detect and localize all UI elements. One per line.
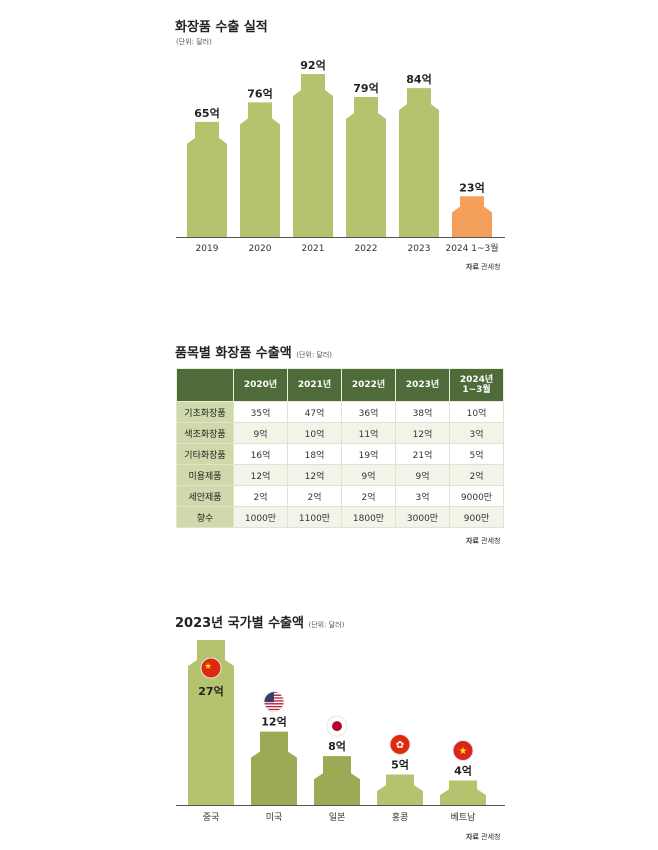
chart3-value-label: 5억 bbox=[391, 758, 409, 771]
chart3-source-label: 자료 bbox=[466, 833, 479, 841]
table-cell: 9000만 bbox=[449, 485, 504, 507]
table-cell: 900만 bbox=[449, 506, 504, 528]
chart1-tick-label: 2022 bbox=[355, 244, 378, 254]
chart1-value-label: 23억 bbox=[459, 181, 484, 194]
chart1-bar bbox=[346, 97, 386, 237]
chart1-tick-label: 2023 bbox=[408, 244, 431, 254]
table-source-text: 관세청 bbox=[481, 537, 501, 545]
svg-text:✿: ✿ bbox=[396, 740, 404, 751]
svg-text:★: ★ bbox=[204, 662, 212, 672]
chart3-title: 2023년 국가별 수출액 (단위: 달러) bbox=[175, 612, 344, 631]
table-cell: 2억 bbox=[341, 485, 396, 507]
chart1-bar bbox=[240, 102, 280, 237]
table-header-2021: 2021년 bbox=[287, 368, 342, 402]
table-header-2023: 2023년 bbox=[395, 368, 450, 402]
chart1-bar bbox=[187, 121, 227, 237]
chart3-tick-label: 미국 bbox=[266, 812, 283, 823]
chart3-source: 자료 관세청 bbox=[466, 832, 500, 842]
table-cell: 10억 bbox=[287, 422, 342, 444]
chart1-value-label: 65억 bbox=[194, 107, 219, 120]
chart1-bar bbox=[452, 196, 492, 237]
table-source-label: 자료 bbox=[466, 537, 479, 545]
chart3-value-label: 8억 bbox=[328, 740, 346, 753]
table-header-2024: 2024년 1~3월 bbox=[449, 368, 504, 402]
table-row-head: 색조화장품 bbox=[176, 422, 234, 444]
chart1-value-label: 92억 bbox=[300, 59, 325, 72]
chart3-bar bbox=[440, 780, 486, 805]
table-unit: (단위: 달러) bbox=[296, 351, 333, 359]
table-cell: 1000만 bbox=[233, 506, 288, 528]
chart3-tick-label: 홍콩 bbox=[392, 811, 409, 823]
table-title: 품목별 화장품 수출액 (단위: 달러) bbox=[175, 342, 332, 361]
chart1-tick-label: 2019 bbox=[196, 244, 219, 254]
table-cell: 35억 bbox=[233, 401, 288, 423]
chart3-bar bbox=[188, 640, 234, 805]
table-row-head: 기초화장품 bbox=[176, 401, 234, 423]
chart3-unit: (단위: 달러) bbox=[308, 621, 345, 629]
table-corner-cell bbox=[176, 368, 234, 402]
japan-flag-icon bbox=[326, 715, 348, 737]
export-performance-section: 화장품 수출 실적 (단위: 달러) 65억 2019 76억 2020 92억 2021… bbox=[0, 0, 658, 290]
chart3-value-label: 4억 bbox=[454, 765, 472, 778]
table-cell: 36억 bbox=[341, 401, 396, 423]
vietnam-flag-icon: ★ bbox=[452, 740, 474, 762]
usa-flag-icon bbox=[263, 691, 285, 713]
chart1-value-label: 84억 bbox=[406, 73, 431, 86]
table-source: 자료 관세청 bbox=[466, 536, 500, 546]
chart3-bar bbox=[377, 774, 423, 805]
table-header-row: 2020년 2021년 2022년 2023년 2024년 1~3월 bbox=[176, 368, 504, 402]
svg-text:★: ★ bbox=[459, 746, 468, 757]
table-cell: 2억 bbox=[287, 485, 342, 507]
chart1-source-label: 자료 bbox=[466, 263, 479, 271]
chart3-tick-label: 중국 bbox=[203, 812, 220, 823]
table-row: 기초화장품 35억 47억 36억 38억 10억 bbox=[176, 401, 504, 423]
chart1-value-label: 79억 bbox=[353, 82, 378, 95]
product-export-table: 2020년 2021년 2022년 2023년 2024년 1~3월 기초화장품 … bbox=[176, 368, 504, 528]
table-row-head: 미용제품 bbox=[176, 464, 234, 486]
chart1-source-text: 관세청 bbox=[481, 263, 501, 271]
hongkong-flag-icon: ✿ bbox=[389, 733, 411, 755]
chart3-title-text: 2023년 국가별 수출액 bbox=[175, 616, 304, 631]
table-cell: 12억 bbox=[395, 422, 450, 444]
table-cell: 1100만 bbox=[287, 506, 342, 528]
chart3-source-text: 관세청 bbox=[481, 833, 501, 841]
table-cell: 10억 bbox=[449, 401, 504, 423]
table-cell: 38억 bbox=[395, 401, 450, 423]
table-row: 향수 1000만 1100만 1800만 3000만 900만 bbox=[176, 506, 504, 528]
chart1-bar bbox=[399, 88, 439, 237]
chart3-value-label: 12억 bbox=[261, 716, 286, 729]
chart3-tick-label: 일본 bbox=[329, 812, 346, 823]
chart3-value-label: 27억 bbox=[198, 685, 223, 698]
chart3-bar bbox=[251, 731, 297, 805]
chart3-tick-label: 베트남 bbox=[451, 812, 476, 823]
table-header-2020: 2020년 bbox=[233, 368, 288, 402]
chart1-tick-label: 2024 1~3월 bbox=[445, 242, 498, 254]
chart1-unit: (단위: 달러) bbox=[176, 38, 212, 46]
chart1-tick-label: 2020 bbox=[249, 244, 272, 254]
table-row: 기타화장품 16억 18억 19억 21억 5억 bbox=[176, 443, 504, 465]
chart1-title: 화장품 수출 실적 bbox=[175, 20, 268, 35]
table-cell: 12억 bbox=[233, 464, 288, 486]
chart1-bar bbox=[293, 74, 333, 237]
chart3-bar bbox=[314, 756, 360, 805]
table-header-2024-text: 2024년 1~3월 bbox=[459, 374, 494, 395]
chart1-svg: 65억 2019 76억 2020 92억 2021 79억 2022 84억 2023 23억 20… bbox=[176, 59, 505, 254]
table-header-2022: 2022년 bbox=[341, 368, 396, 402]
table-cell: 3000만 bbox=[395, 506, 450, 528]
product-export-section: 품목별 화장품 수출액 (단위: 달러) 2020년 2021년 2022년 2… bbox=[175, 342, 504, 546]
table-cell: 3억 bbox=[395, 485, 450, 507]
chart1-source: 자료 관세청 bbox=[466, 262, 500, 272]
chart1-tick-label: 2021 bbox=[302, 244, 325, 254]
china-flag-icon: ★ bbox=[200, 657, 222, 679]
table-title-text: 품목별 화장품 수출액 bbox=[175, 346, 292, 361]
table-cell: 5억 bbox=[449, 443, 504, 465]
chart1-value-label: 76억 bbox=[247, 87, 272, 100]
table-cell: 21억 bbox=[395, 443, 450, 465]
